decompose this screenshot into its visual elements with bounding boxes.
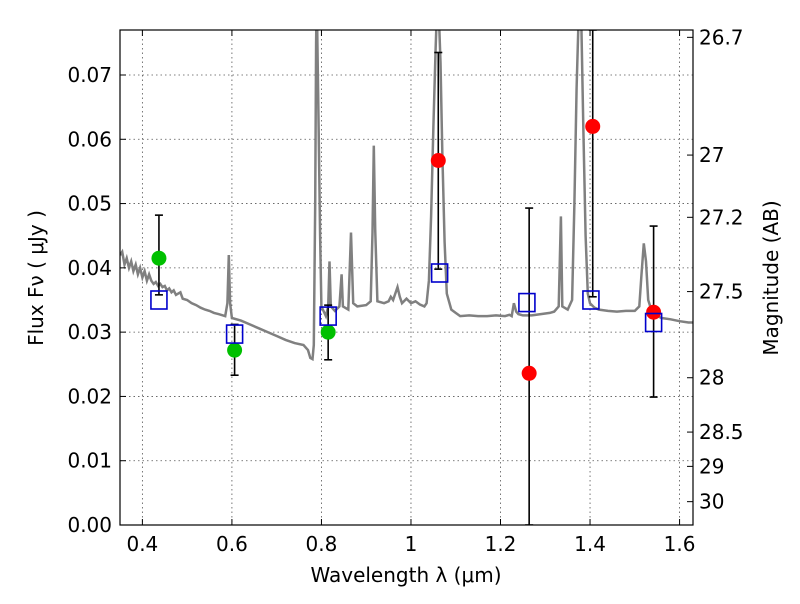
y-right-tick-label: 26.7 [699, 25, 744, 49]
x-tick-label: 0.6 [216, 532, 248, 556]
x-tick-label: 1 [405, 532, 418, 556]
y-tick-label: 0.04 [67, 256, 112, 280]
plot-frame [119, 29, 694, 526]
y-tick-label: 0.05 [67, 192, 112, 216]
y-right-tick-label: 29 [699, 454, 724, 478]
model-square-point [430, 263, 449, 283]
red-point [646, 304, 662, 320]
x-tick-label: 1.6 [664, 532, 696, 556]
x-tick-label: 0.4 [126, 532, 158, 556]
y-tick-label: 0.00 [67, 513, 112, 537]
red-point [521, 365, 537, 381]
y-right-tick-label: 27.2 [699, 205, 744, 229]
data-markers [150, 30, 663, 525]
y-axis-label: Flux Fν ( μJy ) [24, 210, 48, 346]
y-right-tick-label: 28 [699, 366, 724, 390]
model-square-point [518, 292, 536, 313]
y-right-tick-label: 27 [699, 143, 724, 167]
green-point [227, 342, 243, 358]
x-tick-label: 1.2 [485, 532, 517, 556]
red-point [585, 118, 601, 134]
green-point [151, 250, 167, 266]
x-tick-label: 1.4 [574, 532, 606, 556]
red-point [430, 153, 446, 168]
y-axis-right-label: Magnitude (AB) [759, 200, 783, 355]
y-tick-label: 0.02 [67, 384, 112, 408]
grid [120, 30, 693, 525]
y-right-tick-label: 27.5 [699, 280, 744, 304]
axis-ticks: 0.4 0.6 0.8 1 1.2 1.4 1.6 0.00 0.01 0.02 0.03 0.04 0… [67, 25, 743, 556]
model-square-point [225, 324, 244, 344]
green-point [320, 324, 336, 340]
y-right-tick-label: 28.5 [699, 420, 744, 444]
model-square-point [150, 290, 168, 310]
y-tick-label: 0.03 [67, 320, 112, 344]
sed-template-line [120, 30, 693, 362]
y-right-tick-label: 30 [699, 490, 724, 514]
x-axis-label: Wavelength λ (μm) [310, 563, 501, 587]
model-square-point [319, 306, 337, 326]
model-square-point [644, 312, 663, 333]
y-tick-label: 0.06 [67, 127, 112, 151]
x-tick-label: 0.8 [306, 532, 338, 556]
y-tick-label: 0.07 [67, 63, 112, 87]
y-tick-label: 0.01 [67, 449, 112, 473]
model-square-point [582, 290, 600, 310]
